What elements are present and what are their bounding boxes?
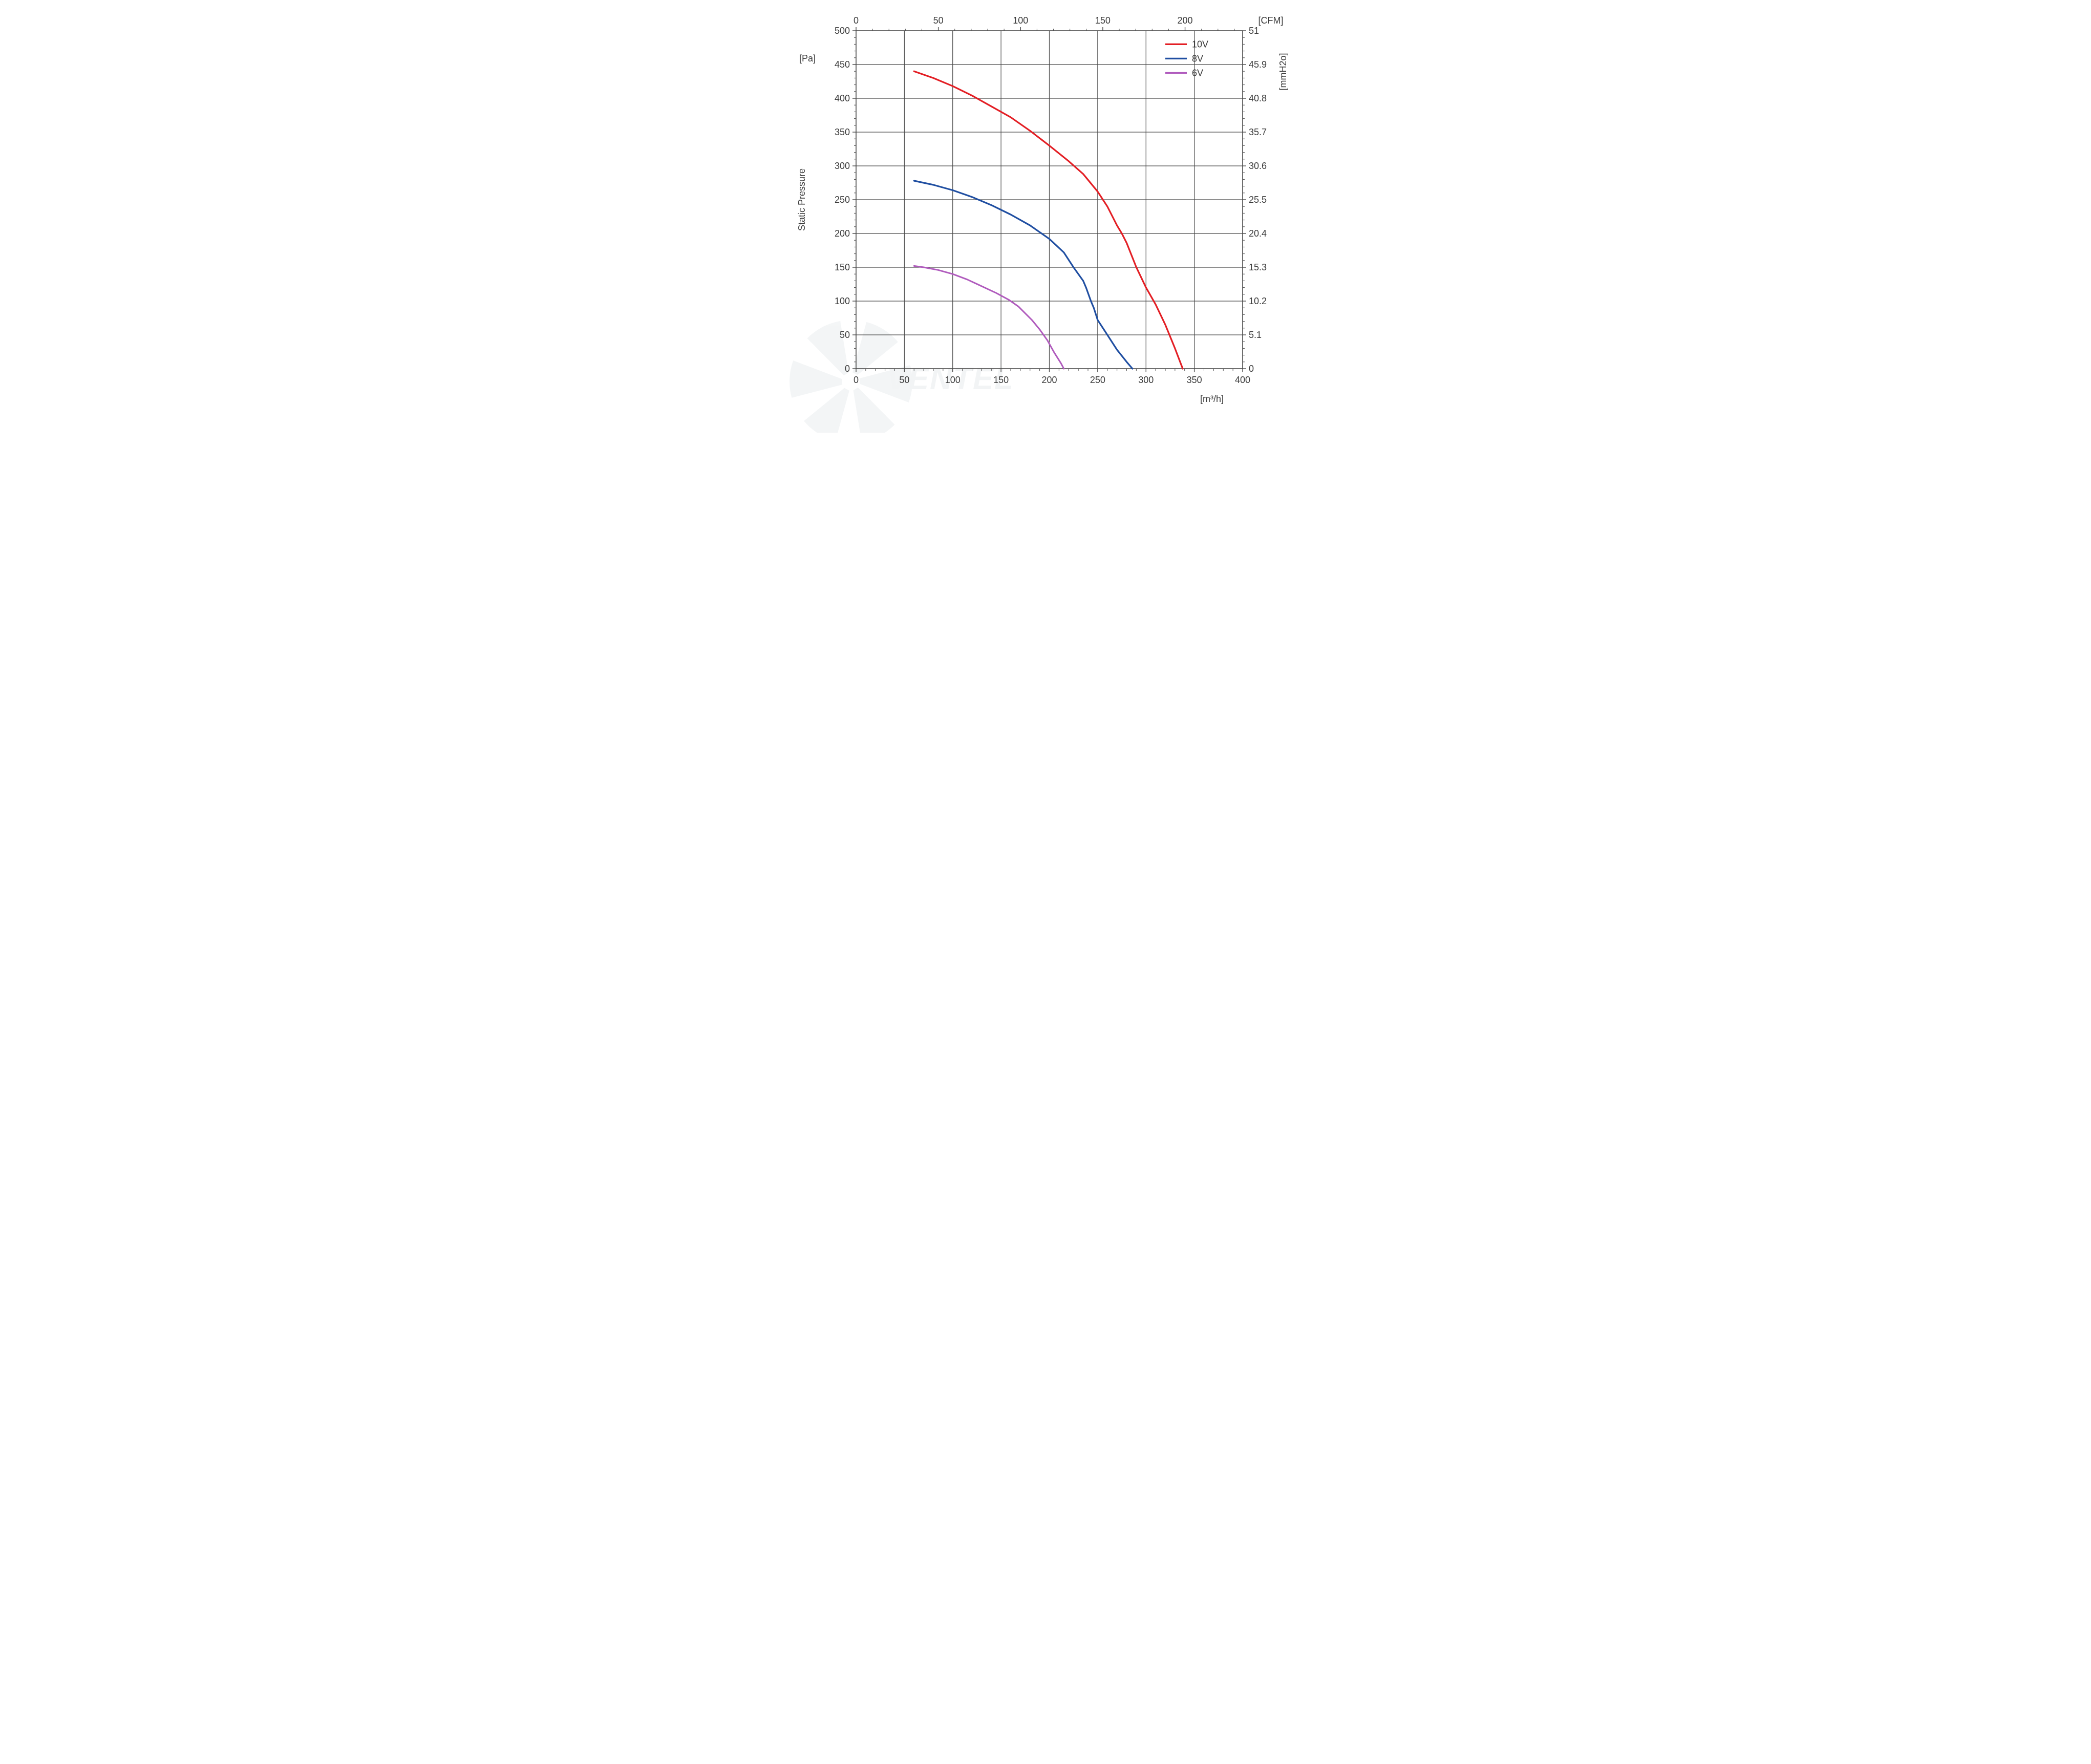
svg-text:35.7: 35.7 xyxy=(1249,127,1267,137)
svg-text:40.8: 40.8 xyxy=(1249,93,1267,103)
x-bottom-unit: [m³/h] xyxy=(1200,394,1224,404)
svg-text:50: 50 xyxy=(899,375,909,385)
svg-text:51: 51 xyxy=(1249,26,1259,36)
legend-label-6V: 6V xyxy=(1192,68,1203,78)
svg-text:300: 300 xyxy=(835,161,850,171)
svg-text:400: 400 xyxy=(1235,375,1250,385)
svg-text:150: 150 xyxy=(993,375,1009,385)
svg-text:0: 0 xyxy=(854,375,859,385)
svg-text:450: 450 xyxy=(835,59,850,70)
y-right-unit: [mmH2o] xyxy=(1278,53,1288,90)
svg-text:500: 500 xyxy=(835,26,850,36)
svg-text:300: 300 xyxy=(1138,375,1154,385)
svg-text:0: 0 xyxy=(854,15,859,26)
x-top-unit: [CFM] xyxy=(1258,15,1284,26)
svg-text:400: 400 xyxy=(835,93,850,103)
svg-text:50: 50 xyxy=(840,330,850,340)
svg-text:50: 50 xyxy=(933,15,944,26)
svg-text:45.9: 45.9 xyxy=(1249,59,1267,70)
svg-text:100: 100 xyxy=(1013,15,1028,26)
legend-label-10V: 10V xyxy=(1192,39,1208,49)
svg-text:200: 200 xyxy=(835,228,850,239)
svg-text:100: 100 xyxy=(945,375,961,385)
svg-text:5.1: 5.1 xyxy=(1249,330,1262,340)
svg-text:100: 100 xyxy=(835,296,850,306)
fan-performance-chart: VENTEL0501001502002503003504000501001502… xyxy=(790,0,1301,433)
svg-text:150: 150 xyxy=(1095,15,1111,26)
svg-text:200: 200 xyxy=(1041,375,1057,385)
y-left-title: Static Pressure xyxy=(797,168,807,231)
svg-text:15.3: 15.3 xyxy=(1249,262,1267,272)
svg-text:250: 250 xyxy=(835,195,850,205)
svg-text:250: 250 xyxy=(1090,375,1105,385)
svg-text:20.4: 20.4 xyxy=(1249,228,1267,239)
svg-text:30.6: 30.6 xyxy=(1249,161,1267,171)
svg-text:350: 350 xyxy=(1187,375,1202,385)
svg-text:150: 150 xyxy=(835,262,850,272)
svg-text:350: 350 xyxy=(835,127,850,137)
svg-text:25.5: 25.5 xyxy=(1249,195,1267,205)
svg-text:200: 200 xyxy=(1178,15,1193,26)
chart-svg: VENTEL0501001502002503003504000501001502… xyxy=(790,0,1301,433)
svg-text:0: 0 xyxy=(1249,364,1254,374)
svg-text:0: 0 xyxy=(845,364,850,374)
svg-text:10.2: 10.2 xyxy=(1249,296,1267,306)
legend-label-8V: 8V xyxy=(1192,53,1203,63)
y-left-unit: [Pa] xyxy=(799,53,816,63)
